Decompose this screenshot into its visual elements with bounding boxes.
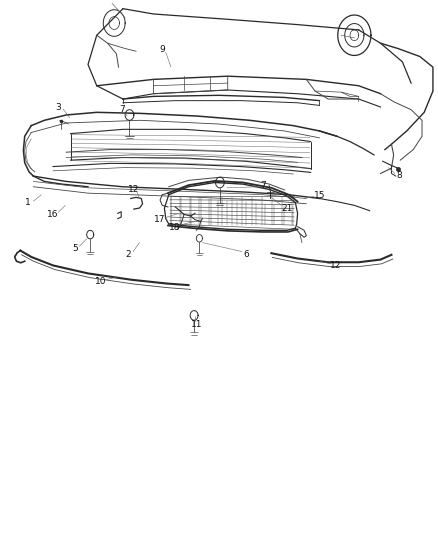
Text: 9: 9: [159, 45, 165, 54]
Text: 7: 7: [119, 104, 125, 114]
Text: 6: 6: [243, 251, 249, 260]
Text: 2: 2: [125, 250, 131, 259]
Text: 18: 18: [169, 223, 180, 232]
Text: 15: 15: [314, 191, 325, 200]
Text: 17: 17: [154, 215, 166, 224]
Text: 10: 10: [95, 277, 106, 286]
Text: 3: 3: [56, 102, 61, 111]
Text: 1: 1: [25, 198, 31, 207]
Text: 5: 5: [72, 244, 78, 253]
Text: 21: 21: [281, 204, 292, 213]
Text: 16: 16: [46, 210, 58, 219]
Text: 7: 7: [260, 181, 265, 190]
Text: 12: 12: [330, 261, 342, 270]
Text: 11: 11: [191, 320, 202, 329]
Text: 8: 8: [396, 171, 402, 180]
Text: 12: 12: [128, 185, 140, 194]
